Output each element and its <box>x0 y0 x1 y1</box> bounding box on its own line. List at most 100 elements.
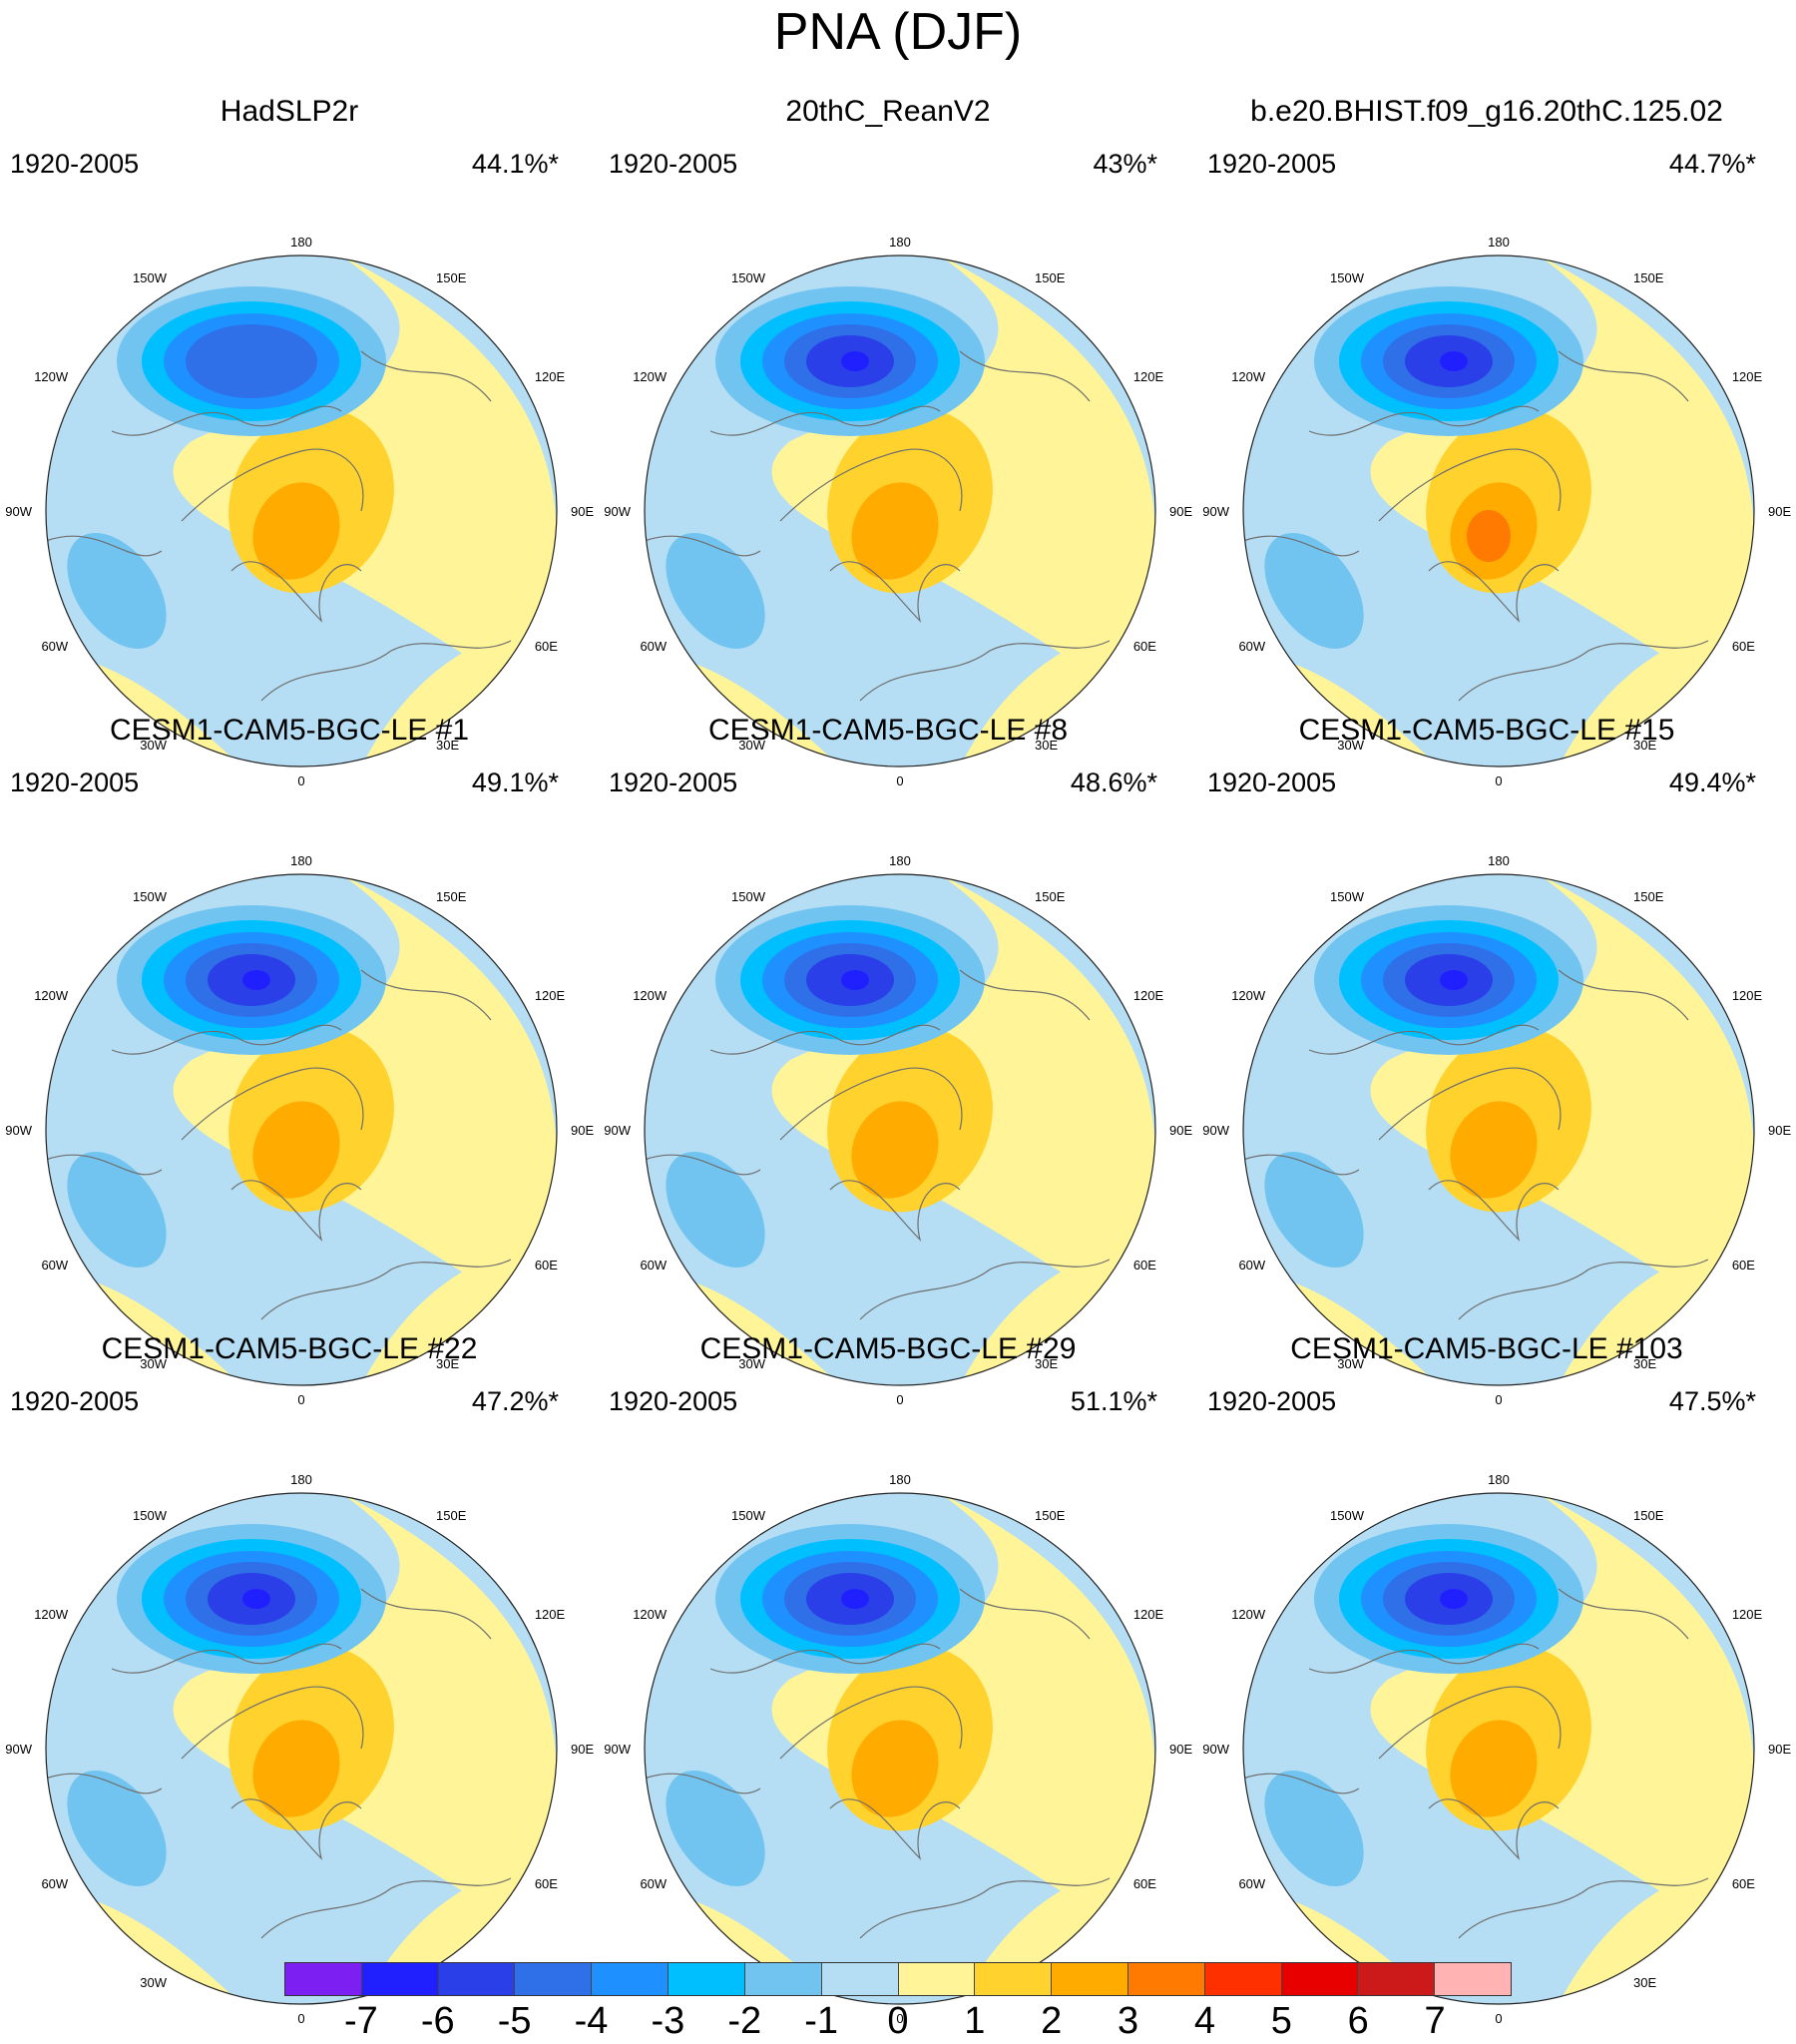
coastline <box>959 969 1091 1021</box>
map-boundary <box>1242 873 1755 1386</box>
contour-fill-negative <box>841 1589 869 1609</box>
longitude-label: 90E <box>1768 1742 1791 1757</box>
coastline <box>1428 1798 1560 1860</box>
longitude-label: 150W <box>1330 270 1365 285</box>
longitude-label: 120E <box>1133 988 1164 1003</box>
longitude-label: 0 <box>297 2011 304 2026</box>
colorbar-tick-label: -1 <box>804 2000 839 2042</box>
longitude-label: 60W <box>41 1876 68 1891</box>
contour-fill-positive <box>252 1101 340 1199</box>
coastline <box>360 350 492 402</box>
longitude-label: 0 <box>1495 2011 1502 2026</box>
coastline <box>645 1773 761 1794</box>
contour-fill-positive <box>1450 1101 1538 1199</box>
panel-title: CESM1-CAM5-BGC-LE #103 <box>1290 1332 1683 1365</box>
coastline <box>260 1877 512 1939</box>
coastline <box>709 1024 941 1055</box>
figure-title: PNA (DJF) <box>773 3 1023 61</box>
coastline <box>46 1773 163 1794</box>
map-panel: 180 150E 120E 90E 60E 30E 0 30W 60W 90W 120W 150W Ha… <box>0 92 594 788</box>
coastline <box>1243 535 1360 557</box>
period-label: 1920-2005 <box>10 767 140 797</box>
longitude-label: 180 <box>1488 1472 1510 1487</box>
longitude-label: 150W <box>731 889 766 904</box>
longitude-label: 150E <box>436 1508 467 1523</box>
coastline <box>1458 1877 1709 1939</box>
longitude-label: 60E <box>535 639 558 654</box>
period-label: 1920-2005 <box>1207 149 1337 179</box>
colorbar-tick-label: 6 <box>1347 2000 1369 2042</box>
longitude-label: 60E <box>1133 639 1156 654</box>
contour-fill-negative <box>242 1589 270 1609</box>
coastline <box>1458 640 1709 702</box>
longitude-label: 90W <box>604 504 631 519</box>
longitude-label: 0 <box>896 773 903 788</box>
variance-percent: 47.5%* <box>1668 1386 1756 1416</box>
longitude-label: 90W <box>5 1742 32 1757</box>
coastline <box>111 1643 342 1674</box>
map-panel: 180 150E 120E 90E 60E 30E 0 30W 60W 90W 120W 150W CE… <box>0 711 594 1407</box>
longitude-label: 30E <box>1633 738 1656 753</box>
panel-title: CESM1-CAM5-BGC-LE #1 <box>109 714 470 747</box>
longitude-label: 120E <box>1133 369 1164 384</box>
longitude-label: 150E <box>1035 1508 1066 1523</box>
longitude-label: 90W <box>1202 504 1229 519</box>
colorbar-cell <box>438 1963 516 1995</box>
panel-title: HadSLP2r <box>220 95 359 128</box>
longitude-label: 120E <box>535 369 566 384</box>
contour-fill-positive <box>1467 510 1511 562</box>
contour-fill-positive <box>252 1720 340 1817</box>
map-contours <box>645 256 1155 766</box>
contour-fill-positive <box>252 482 340 580</box>
coastline <box>779 448 963 522</box>
longitude-label: 150W <box>1330 1508 1365 1523</box>
coastline <box>360 969 492 1021</box>
coastline <box>260 1259 512 1320</box>
coastline <box>859 1259 1111 1320</box>
contour-fill-negative <box>1264 1152 1364 1268</box>
longitude-label: 30W <box>140 1356 167 1371</box>
longitude-label: 120E <box>1732 369 1763 384</box>
longitude-label: 90W <box>604 1742 631 1757</box>
colorbar-cell <box>515 1963 593 1995</box>
variance-percent: 47.2%* <box>471 1386 559 1416</box>
longitude-label: 120W <box>633 369 668 384</box>
coastline <box>111 405 342 436</box>
colorbar-tick-label: -7 <box>343 2000 378 2042</box>
coastline <box>1378 448 1562 522</box>
longitude-label: 90W <box>1202 1742 1229 1757</box>
longitude-label: 180 <box>889 853 911 868</box>
longitude-label: 150W <box>133 270 168 285</box>
coastline <box>829 1798 961 1860</box>
longitude-label: 60E <box>1133 1876 1156 1891</box>
longitude-label: 60W <box>1238 1258 1265 1273</box>
longitude-label: 150E <box>1633 1508 1664 1523</box>
colorbar-cell <box>898 1963 976 1995</box>
longitude-label: 30E <box>436 738 459 753</box>
contour-fill-negative <box>841 970 869 990</box>
longitude-label: 90E <box>1169 504 1192 519</box>
contour-fill-negative <box>186 324 317 398</box>
period-label: 1920-2005 <box>609 1386 738 1416</box>
longitude-label: 180 <box>889 1472 911 1487</box>
coastline <box>1378 1686 1562 1760</box>
period-label: 1920-2005 <box>10 1386 140 1416</box>
colorbar-tick-label: -2 <box>727 2000 762 2042</box>
longitude-label: 60W <box>1238 639 1265 654</box>
coastline <box>829 1180 961 1242</box>
longitude-label: 60E <box>1732 1876 1755 1891</box>
longitude-label: 90E <box>571 1742 594 1757</box>
longitude-label: 120W <box>1231 988 1266 1003</box>
period-label: 1920-2005 <box>609 149 738 179</box>
longitude-label: 30E <box>436 1356 459 1371</box>
coastline <box>709 405 941 436</box>
colorbar-cell <box>821 1963 899 1995</box>
colorbar-tick-label: 3 <box>1118 2000 1139 2042</box>
coastline <box>1558 1588 1689 1640</box>
colorbar-cell <box>744 1963 822 1995</box>
longitude-label: 180 <box>889 235 911 250</box>
